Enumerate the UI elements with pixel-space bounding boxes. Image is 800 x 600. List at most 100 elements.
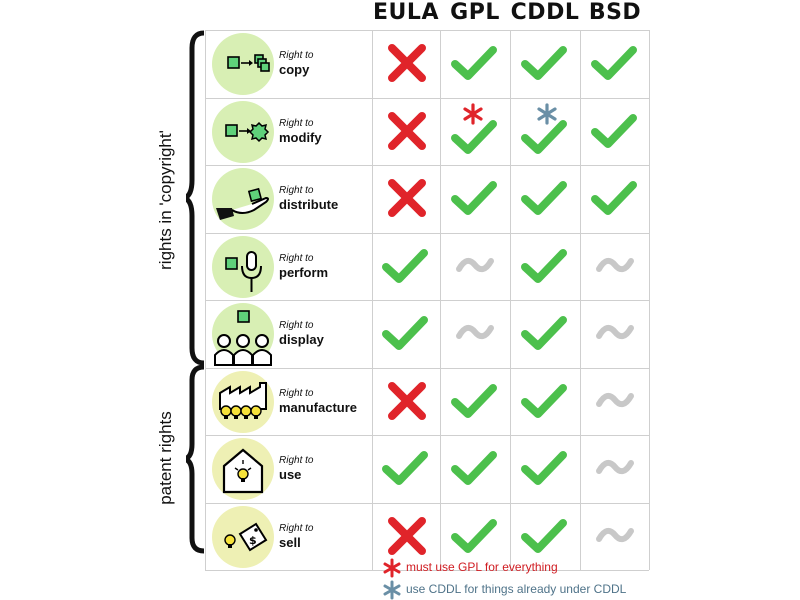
cell-gpl <box>440 30 510 97</box>
check-icon <box>521 249 567 283</box>
right-to-label: Right to <box>279 523 314 534</box>
cell-gpl <box>440 435 510 502</box>
cell-gpl <box>440 98 510 165</box>
check-icon <box>521 316 567 350</box>
legend-text-cddl: use CDDL for things already under CDDL <box>406 582 627 596</box>
cell-gpl <box>440 503 510 570</box>
copyright-group-label: rights in 'copyright' <box>156 130 175 270</box>
check-icon <box>591 46 637 80</box>
cell-bsd <box>580 233 650 300</box>
right-to-label: Right to <box>279 320 314 331</box>
cell-cddl <box>510 98 580 165</box>
grid-col-line <box>372 30 373 570</box>
right-to-label: Right to <box>279 455 314 466</box>
grid-col-line <box>649 30 650 570</box>
cross-icon <box>388 382 426 420</box>
cell-cddl <box>510 300 580 367</box>
right-to-label: Right to <box>279 388 314 399</box>
right-name: distribute <box>279 197 339 212</box>
check-icon <box>382 316 428 350</box>
cell-cddl <box>510 503 580 570</box>
cell-eula <box>372 300 440 367</box>
check-icon <box>451 451 497 485</box>
check-icon <box>451 46 497 80</box>
header-gpl: GPL <box>450 0 500 25</box>
right-to-label: Right to <box>279 253 314 264</box>
cell-eula <box>372 165 440 232</box>
cell-eula <box>372 368 440 435</box>
grid-row-line <box>205 98 649 99</box>
right-name: use <box>279 467 302 482</box>
check-icon <box>521 384 567 418</box>
check-icon <box>591 181 637 215</box>
right-name: copy <box>279 62 310 77</box>
check-icon <box>521 181 567 215</box>
patent-group-label: patent rights <box>156 411 175 505</box>
cell-eula <box>372 30 440 97</box>
tilde-icon <box>596 324 634 340</box>
cell-cddl <box>510 165 580 232</box>
cross-icon <box>388 112 426 150</box>
grid-row-line <box>205 435 649 436</box>
right-name: display <box>279 332 324 347</box>
cross-icon <box>388 44 426 82</box>
cell-eula <box>372 98 440 165</box>
grid-row-line <box>205 233 649 234</box>
cell-cddl <box>510 30 580 97</box>
grid-col-line <box>580 30 581 570</box>
grid-row-line <box>205 165 649 166</box>
perform-icon <box>212 236 274 298</box>
grid-row-line <box>205 503 649 504</box>
check-icon <box>521 519 567 553</box>
tilde-icon <box>456 257 494 273</box>
grid-row-line <box>205 570 649 571</box>
cell-bsd <box>580 435 650 502</box>
grid-col-line <box>205 30 206 570</box>
grid-row-line <box>205 300 649 301</box>
check-icon <box>451 519 497 553</box>
right-to-label: Right to <box>279 50 314 61</box>
rights-row: $ Right to sell <box>205 503 649 570</box>
copy-icon <box>212 33 274 95</box>
cell-bsd <box>580 165 650 232</box>
tilde-icon <box>456 324 494 340</box>
tilde-icon <box>596 392 634 408</box>
cell-cddl <box>510 435 580 502</box>
cell-bsd <box>580 368 650 435</box>
grid-col-line <box>510 30 511 570</box>
cross-icon <box>388 517 426 555</box>
right-name: sell <box>279 535 301 550</box>
rights-row: Right to distribute <box>205 165 649 232</box>
right-name: modify <box>279 130 322 145</box>
header-eula: EULA <box>373 0 439 25</box>
right-to-label: Right to <box>279 118 314 129</box>
check-icon <box>521 46 567 80</box>
red-asterisk-icon <box>383 558 401 578</box>
cell-eula <box>372 503 440 570</box>
cell-cddl <box>510 368 580 435</box>
grid-row-line <box>205 368 649 369</box>
check-icon <box>451 181 497 215</box>
rights-row: Right to manufacture <box>205 368 649 435</box>
rights-row: Right to display <box>205 300 649 367</box>
patent-brace <box>186 364 205 554</box>
rights-row: Right to perform <box>205 233 649 300</box>
tilde-icon <box>596 527 634 543</box>
sell-icon: $ <box>212 506 274 568</box>
cell-eula <box>372 435 440 502</box>
use-icon <box>212 438 274 500</box>
display-icon <box>212 303 274 366</box>
manufacture-icon <box>212 371 274 433</box>
header-cddl: CDDL <box>510 0 580 25</box>
check-with-red-asterisk-icon <box>451 103 497 154</box>
cell-gpl <box>440 165 510 232</box>
header-bsd: BSD <box>588 0 642 25</box>
modify-icon <box>212 101 274 163</box>
rights-row: Right to modify <box>205 98 649 165</box>
grid-row-line <box>205 30 649 31</box>
right-name: perform <box>279 265 329 280</box>
check-icon <box>382 249 428 283</box>
right-name: manufacture <box>279 400 358 415</box>
rights-row: Right to copy <box>205 30 649 97</box>
cell-bsd <box>580 98 650 165</box>
